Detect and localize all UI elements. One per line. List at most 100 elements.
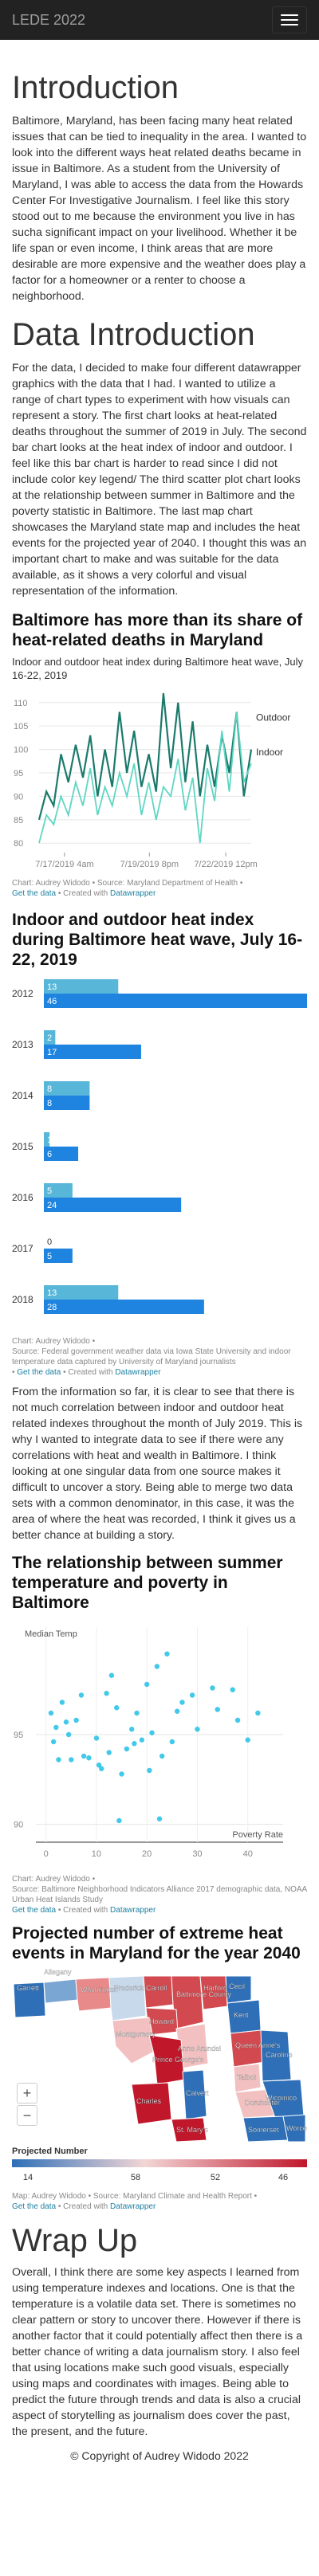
chart-map-notes: Map: Audrey Widodo • Source: Maryland Cl… [12, 2191, 307, 2212]
county-label: Allegany [44, 1968, 72, 1976]
scatter-point [154, 1664, 160, 1669]
chart-bar-container: Indoor and outdoor heat index during Bal… [12, 910, 307, 1378]
county-label: Carroll [146, 1984, 167, 1992]
county-label: Talbot [237, 2073, 257, 2081]
chart-scatter-title: The relationship between summer temperat… [12, 1554, 283, 1612]
legend-tick-label: 46 [278, 2173, 288, 2182]
category-label: 2012 [12, 988, 33, 999]
county-label: Prince George's [152, 2056, 204, 2064]
scatter-point [159, 1753, 165, 1759]
bar [44, 1030, 56, 1045]
county-shape [75, 1977, 112, 2012]
bar-value-label: 46 [47, 997, 57, 1006]
x-tick-label: 0 [44, 1849, 49, 1859]
bar-chart: 2012 13 46 2013 2 17 2014 8 8 2015 1 6 2016 5 24 2017 0 5… [12, 979, 307, 1314]
chart-bar-source: Source: Federal government weather data … [12, 1347, 291, 1366]
scatter-point [108, 1672, 115, 1678]
datawrapper-link[interactable]: Datawrapper [110, 2202, 156, 2211]
zoom-in-button[interactable]: + [17, 2083, 37, 2104]
intro-heading: Introduction [12, 70, 179, 105]
created-with-text: • Created with [56, 1906, 111, 1915]
data-intro-heading: Data Introduction [12, 317, 255, 352]
wrap-up-heading: Wrap Up [12, 2223, 138, 2258]
category-label: 2015 [12, 1141, 33, 1152]
county-label: Cecil [229, 1982, 245, 1990]
created-with-text: • Created with [56, 2202, 111, 2211]
scatter-point [81, 1753, 87, 1759]
scatter-point [59, 1700, 65, 1705]
created-with-text: • Created with [61, 1368, 116, 1377]
scatter-point [164, 1651, 170, 1657]
datawrapper-link[interactable]: Datawrapper [110, 1906, 156, 1915]
county-shape [233, 2063, 262, 2093]
line-chart: 80 85 90 95 100 105 110 Outdoor Indoor 7/17/2019 … [14, 692, 290, 869]
map-legend: 14 58 52 46 [12, 2159, 307, 2182]
site-brand[interactable]: LEDE 2022 [12, 11, 86, 28]
hamburger-bar-icon [281, 24, 298, 25]
scatter-point [78, 1692, 85, 1698]
county-shape [108, 1975, 147, 2021]
chart-map-source: Map: Audrey Widodo • Source: Maryland Cl… [12, 2192, 258, 2201]
chart-bar-notes: Chart: Audrey Widodo • Source: Federal g… [12, 1336, 307, 1378]
menu-toggle-button[interactable] [272, 6, 307, 33]
x-tick-label: 10 [92, 1849, 101, 1859]
get-data-link[interactable]: Get the data [12, 2202, 57, 2211]
bar [44, 1183, 73, 1198]
bar [44, 994, 307, 1008]
county-shape [143, 1975, 174, 2009]
county-label: Montgomery [116, 2030, 156, 2038]
y-tick-label: 90 [14, 1821, 23, 1830]
legend-tick-label: 52 [211, 2173, 220, 2182]
scatter-point [255, 1710, 261, 1716]
zoom-out-button[interactable]: − [17, 2105, 37, 2126]
x-tick-label: 7/19/2019 8pm [120, 860, 179, 869]
scatter-point [139, 1737, 145, 1743]
x-tick-label: 7/17/2019 4am [35, 860, 93, 869]
series-label-indoor: Indoor [256, 747, 283, 758]
scatter-point [69, 1757, 74, 1762]
bar-value-label: 24 [47, 1201, 57, 1210]
scatter-point [144, 1681, 150, 1688]
scatter-point [215, 1707, 220, 1712]
bar [44, 1132, 50, 1147]
legend-tick-label: 14 [23, 2173, 33, 2182]
county-label: Worcester [286, 2124, 307, 2132]
bar-value-label: 8 [47, 1099, 52, 1108]
scatter-point [129, 1727, 135, 1732]
y-tick-label: 110 [14, 699, 28, 708]
y-tick-label: 100 [14, 746, 28, 755]
datawrapper-link[interactable]: Datawrapper [115, 1368, 161, 1377]
hamburger-bar-icon [281, 19, 298, 21]
county-label: Charles [136, 2097, 162, 2105]
datawrapper-link[interactable]: Datawrapper [110, 889, 156, 898]
chart-line-container: Baltimore has more than its share of hea… [12, 610, 307, 899]
separator-text: • [12, 1368, 18, 1377]
scatter-point [99, 1766, 104, 1771]
map-wrapper: Garrett Allegany Washington Frederick Carrol… [12, 1968, 307, 2143]
scatter-point [106, 1750, 112, 1755]
county-shape [171, 1975, 204, 2029]
bar-value-label: 5 [47, 1252, 52, 1261]
chart-map-title: Projected number of extreme heat events … [12, 1924, 301, 1962]
scatter-point [96, 1762, 102, 1768]
bar-value-label: 0 [47, 1237, 52, 1247]
line-series-outdoor [37, 692, 253, 821]
county-shape [171, 2117, 207, 2143]
series-label-outdoor: Outdoor [256, 712, 290, 723]
get-data-link[interactable]: Get the data [17, 1368, 61, 1377]
data-intro-paragraph: For the data, I decided to make four dif… [12, 362, 307, 598]
created-with-text: • Created with [56, 889, 111, 898]
county-shape [13, 1982, 46, 2018]
scatter-point [124, 1746, 130, 1752]
county-label: St. Mary's [176, 2126, 208, 2134]
y-axis-title: Median Temp [25, 1629, 77, 1639]
get-data-link[interactable]: Get the data [12, 889, 57, 898]
x-tick-label: 7/22/2019 12pm [194, 860, 258, 869]
scatter-point [156, 1816, 163, 1821]
scatter-point [147, 1767, 152, 1774]
get-data-link[interactable]: Get the data [12, 1906, 57, 1915]
scatter-point [169, 1739, 175, 1745]
bar [44, 1096, 90, 1110]
county-shape [225, 1975, 252, 2004]
